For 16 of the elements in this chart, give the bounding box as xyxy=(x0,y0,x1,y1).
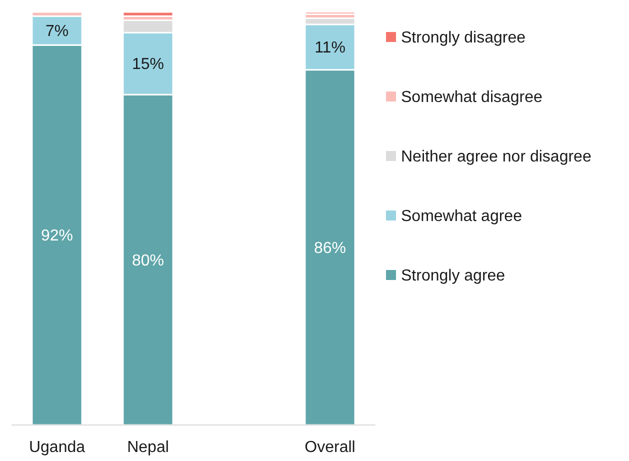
legend-label: Strongly disagree xyxy=(401,30,526,47)
data-label: 15% xyxy=(132,56,164,74)
legend-label: Neither agree nor disagree xyxy=(401,148,592,166)
data-label: 11% xyxy=(314,40,346,57)
x-tick-label: Uganda xyxy=(28,439,86,456)
bar xyxy=(122,11,174,17)
legend-label: Somewhat disagree xyxy=(401,89,543,106)
legend-label: Somewhat agree xyxy=(401,208,522,226)
data-label: 86% xyxy=(314,240,346,258)
data-label: 92% xyxy=(40,228,74,245)
x-tick-label: Overall xyxy=(304,439,356,456)
bar xyxy=(304,11,356,15)
legend-label: Strongly agree xyxy=(401,268,506,285)
data-label: 7% xyxy=(45,23,69,40)
x-tick-label: Nepal xyxy=(127,439,169,456)
data-label: 80% xyxy=(132,252,164,270)
